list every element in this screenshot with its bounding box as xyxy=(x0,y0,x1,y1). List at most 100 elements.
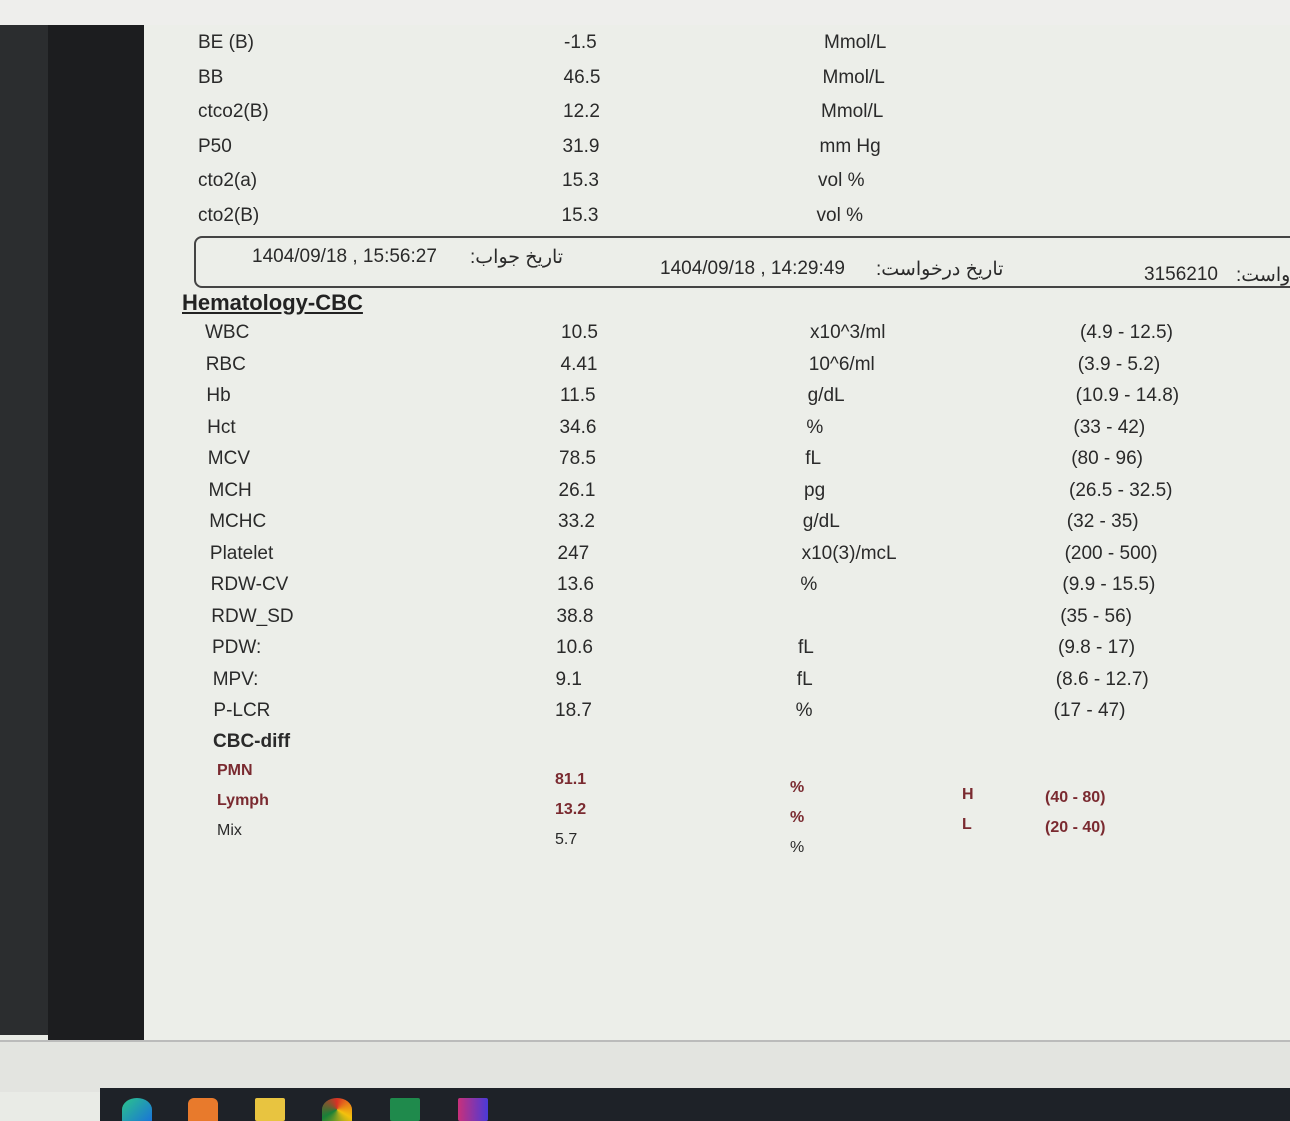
result-row-value: 10.5 xyxy=(561,322,598,343)
result-row-unit: x10^3/ml xyxy=(810,322,886,343)
result-row-name: ctco2(B) xyxy=(198,101,269,122)
file-explorer-icon[interactable] xyxy=(255,1098,285,1121)
result-row-value: 33.2 xyxy=(558,511,595,532)
request-number: 3156210 xyxy=(1144,264,1218,285)
result-row-range: (9.8 - 17) xyxy=(1058,637,1136,658)
chrome-icon[interactable] xyxy=(322,1098,352,1121)
diff-row-unit: % xyxy=(790,779,805,796)
result-row-unit: fL xyxy=(805,448,822,469)
edge-icon[interactable] xyxy=(122,1098,152,1121)
diff-row-unit: % xyxy=(790,809,805,826)
cbc-diff-title: CBC-diff xyxy=(213,731,291,752)
result-row-value: 247 xyxy=(557,542,590,564)
result-row-name: WBC xyxy=(205,322,250,343)
result-row-unit: Mmol/L xyxy=(821,101,884,122)
result-row-value: 46.5 xyxy=(563,66,601,88)
top-strip xyxy=(0,0,1290,25)
result-row-value: 15.3 xyxy=(562,170,599,191)
result-row-unit: % xyxy=(795,700,813,721)
request-date: 1404/09/18 , 14:29:49 xyxy=(660,258,845,279)
media-icon[interactable] xyxy=(458,1098,488,1121)
result-row-unit: % xyxy=(806,416,824,438)
result-row-unit: g/dL xyxy=(802,511,840,532)
result-row-range: (3.9 - 5.2) xyxy=(1077,353,1161,375)
result-row-unit: g/dL xyxy=(807,385,845,406)
result-row-value: 26.1 xyxy=(558,479,596,501)
taskbar xyxy=(100,1088,1290,1121)
result-row-name: RBC xyxy=(205,353,246,375)
diff-row-name: Mix xyxy=(217,822,242,839)
result-row-range: (200 - 500) xyxy=(1064,542,1158,564)
result-row-name: cto2(a) xyxy=(198,170,258,191)
result-row-name: Platelet xyxy=(209,542,274,564)
excel-icon[interactable] xyxy=(390,1098,420,1121)
result-row-value: 78.5 xyxy=(559,448,596,469)
result-row-unit: x10(3)/mcL xyxy=(801,542,897,564)
diff-row-value: 81.1 xyxy=(555,771,587,788)
info-bar: 1404/09/18 , 15:56:27 تاریخ جواب: 1404/0… xyxy=(194,236,1290,288)
result-row-unit: % xyxy=(800,574,818,595)
result-row-range: (80 - 96) xyxy=(1071,448,1143,469)
result-row-value: 12.2 xyxy=(563,101,600,122)
result-row-name: BE (B) xyxy=(198,32,254,53)
request-date-label: تاریخ درخواست: xyxy=(876,259,1004,280)
result-row-unit: 10^6/ml xyxy=(808,353,875,375)
left-panel-inner xyxy=(48,25,144,1040)
result-row-range: (9.9 - 15.5) xyxy=(1062,574,1156,595)
result-row-unit: fL xyxy=(796,668,813,690)
result-row-value: 9.1 xyxy=(555,668,582,690)
result-row-value: -1.5 xyxy=(564,32,597,53)
answer-date-label: تاریخ جواب: xyxy=(470,247,564,268)
app-icon[interactable] xyxy=(188,1098,218,1121)
diff-row-flag: L xyxy=(962,816,972,833)
window-bottom-edge xyxy=(0,1040,1290,1092)
result-row-name: P50 xyxy=(198,135,232,157)
result-row-name: Hct xyxy=(207,416,236,438)
result-row-name: MCV xyxy=(207,448,251,469)
result-row-range: (4.9 - 12.5) xyxy=(1080,322,1173,343)
section-title: Hematology-CBC xyxy=(182,290,363,315)
answer-date: 1404/09/18 , 15:56:27 xyxy=(252,246,437,267)
result-row-value: 13.6 xyxy=(557,574,594,595)
result-row-range: (10.9 - 14.8) xyxy=(1075,385,1180,406)
result-row-range: (8.6 - 12.7) xyxy=(1055,668,1149,690)
result-row-range: (32 - 35) xyxy=(1066,511,1139,532)
result-row-unit: Mmol/L xyxy=(824,32,887,53)
result-row-value: 10.6 xyxy=(556,637,593,658)
result-row-range: (35 - 56) xyxy=(1060,605,1132,627)
request-number-label: واست: xyxy=(1236,265,1290,286)
result-row-range: (26.5 - 32.5) xyxy=(1069,479,1173,501)
diff-row-name: PMN xyxy=(217,762,253,779)
result-row-name: BB xyxy=(198,66,224,88)
result-row-name: MCH xyxy=(208,479,252,501)
diff-row-name: Lymph xyxy=(217,792,269,809)
result-row-unit: Mmol/L xyxy=(822,66,885,88)
result-row-value: 18.7 xyxy=(555,700,592,721)
report-document xyxy=(144,25,1290,1040)
diff-row-value: 13.2 xyxy=(555,801,587,818)
result-row-unit: pg xyxy=(804,479,826,501)
result-row-range: (33 - 42) xyxy=(1073,416,1146,438)
diff-row-range: (40 - 80) xyxy=(1045,789,1106,806)
result-row-unit: vol % xyxy=(816,204,863,226)
result-row-value: 15.3 xyxy=(561,204,599,226)
result-row-value: 38.8 xyxy=(556,605,594,627)
diff-row-unit: % xyxy=(790,839,805,856)
result-row-value: 34.6 xyxy=(559,416,597,438)
result-row-name: P-LCR xyxy=(213,700,271,721)
result-row-value: 4.41 xyxy=(560,353,598,375)
result-row-range: (17 - 47) xyxy=(1053,700,1126,721)
result-row-value: 31.9 xyxy=(562,135,600,157)
left-panel xyxy=(0,25,48,1035)
diff-row-range: (20 - 40) xyxy=(1045,819,1106,836)
result-row-name: cto2(B) xyxy=(198,204,260,226)
diff-row-flag: H xyxy=(962,786,974,803)
result-row-name: RDW-CV xyxy=(210,574,289,595)
result-row-unit: vol % xyxy=(818,170,865,191)
result-row-name: RDW_SD xyxy=(211,605,294,627)
result-row-name: PDW: xyxy=(212,637,262,658)
result-row-name: MPV: xyxy=(212,668,259,690)
result-row-name: MCHC xyxy=(209,511,267,532)
result-row-unit: fL xyxy=(798,637,814,658)
diff-row-value: 5.7 xyxy=(555,831,578,848)
